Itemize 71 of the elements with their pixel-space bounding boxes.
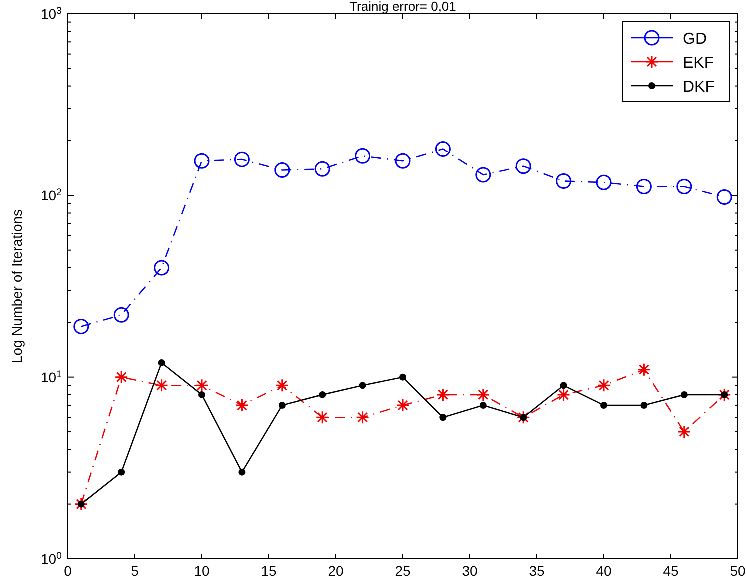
point (476, 167, 492, 183)
point (154, 260, 170, 276)
x-tick-label: 40 (596, 563, 612, 579)
x-tick-label: 45 (663, 563, 679, 579)
x-tick-label: 50 (730, 563, 746, 579)
x-tick-label: 15 (261, 563, 277, 579)
point (520, 414, 528, 422)
point (238, 468, 246, 476)
point (396, 398, 410, 412)
point (440, 414, 447, 422)
point (158, 359, 166, 366)
point (316, 410, 330, 424)
point (637, 363, 651, 377)
point (278, 402, 286, 409)
point (274, 162, 290, 178)
point (436, 388, 450, 402)
y-tick-label: 10$^{1}$ (40, 368, 62, 386)
y-tick-label: 10$^{3}$ (40, 6, 63, 22)
point (597, 378, 611, 392)
point (114, 307, 130, 323)
point (516, 410, 530, 424)
legend-label: GD (683, 31, 707, 48)
point (721, 391, 728, 398)
point (155, 378, 169, 392)
point (678, 425, 692, 439)
point (234, 152, 250, 168)
point (314, 161, 330, 177)
point (557, 388, 571, 402)
x-tick-label: 10 (194, 563, 210, 579)
point (636, 178, 652, 194)
point (74, 318, 90, 334)
y-tick-label: 10$^{0}$ (40, 550, 63, 567)
point (600, 402, 608, 409)
point (480, 402, 487, 409)
point (74, 498, 88, 512)
x-tick-label: 30 (462, 563, 478, 579)
point (556, 174, 572, 190)
point (716, 190, 732, 206)
x-tick-label: 5 (131, 563, 140, 579)
point (676, 178, 692, 194)
point (560, 382, 568, 390)
point (78, 500, 85, 508)
chart-title: Trainig error= 0,01 (350, 0, 456, 14)
point (319, 391, 326, 398)
legend-label: EKF (683, 55, 714, 72)
point (194, 153, 210, 169)
point (356, 410, 370, 424)
point (718, 388, 732, 402)
point (435, 142, 451, 158)
point (235, 398, 249, 412)
point (476, 388, 490, 402)
point (400, 374, 406, 381)
x-tick-label: 20 (328, 563, 344, 579)
point (198, 391, 206, 398)
y-axis-title: Log Number of Iterations (9, 209, 25, 364)
x-tick-label: 25 (395, 563, 411, 579)
point (516, 158, 532, 174)
point (118, 468, 126, 476)
y-tick-label: 10$^{2}$ (40, 187, 62, 204)
point (114, 370, 128, 384)
point (195, 378, 209, 392)
point (276, 378, 290, 392)
point (395, 153, 411, 169)
point (640, 402, 648, 409)
point (680, 391, 688, 398)
legend-label: DKF (683, 79, 716, 96)
point (359, 382, 366, 390)
point (596, 174, 612, 190)
x-tick-label: 35 (529, 563, 545, 579)
x-tick-label: 0 (64, 563, 72, 579)
point (355, 148, 371, 164)
